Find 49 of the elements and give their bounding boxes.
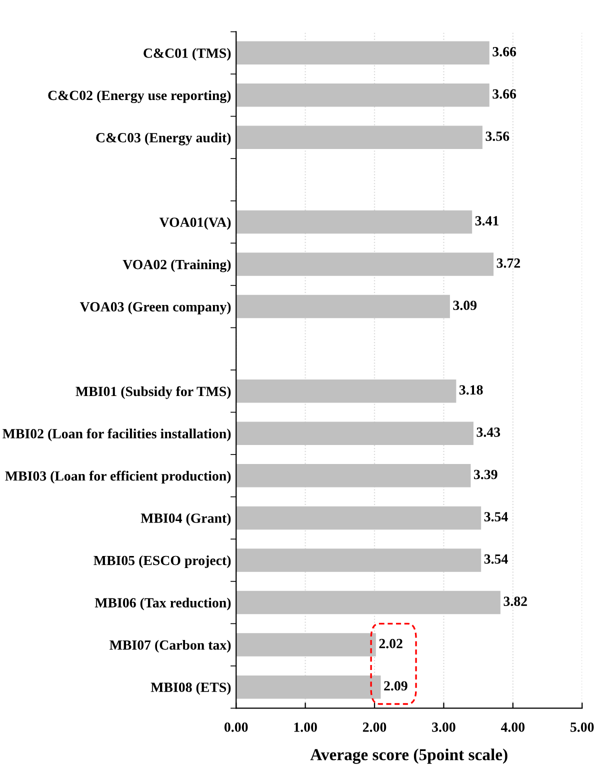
y-tick-label: MBI08 (ETS) [150, 682, 231, 695]
y-tick-label: MBI02 (Loan for facilities installation) [2, 428, 231, 442]
bar [236, 675, 381, 699]
data-label: 3.56 [486, 132, 510, 141]
x-tick-label: 0.00 [224, 722, 248, 732]
y-tick-label: MBI01 (Subsidy for TMS) [76, 386, 231, 399]
y-tick-label: C&C01 (TMS) [144, 48, 231, 61]
data-label: 3.18 [459, 385, 483, 395]
bar [236, 126, 482, 150]
bar [236, 464, 471, 488]
data-label: 3.43 [476, 428, 500, 437]
y-tick-label: C&C02 (Energy use reporting) [48, 90, 231, 104]
x-tick-label: 3.00 [432, 722, 456, 732]
bar [236, 548, 482, 572]
y-tick-label: VOA02 (Training) [122, 259, 231, 272]
data-label: 2.02 [379, 638, 402, 648]
data-label: 3.66 [492, 47, 516, 56]
bar [236, 590, 500, 614]
data-label: 3.39 [474, 470, 498, 480]
data-label: 3.09 [453, 300, 477, 310]
bar [236, 210, 472, 234]
bar [236, 294, 450, 318]
x-tick-label: 4.00 [500, 722, 525, 732]
bar [236, 41, 490, 64]
y-tick-label: C&C03 (Energy audit) [96, 132, 231, 146]
x-tick-label: 5.00 [570, 722, 594, 732]
data-label: 3.54 [484, 512, 508, 522]
bar [236, 633, 376, 656]
y-tick-label: MBI06 (Tax reduction) [94, 598, 231, 610]
y-tick-label: MBI07 (Carbon tax) [110, 640, 231, 653]
bar [236, 506, 482, 530]
bar [236, 379, 456, 403]
data-label: 3.66 [492, 89, 516, 99]
x-axis-title: Average score (5point scale) [310, 748, 508, 764]
data-label: 3.72 [496, 258, 520, 268]
data-label: 3.41 [475, 216, 498, 226]
bar [236, 84, 490, 107]
bar [236, 252, 494, 276]
data-label: 2.09 [384, 681, 408, 691]
y-tick-label: MBI05 (ESCO project) [94, 555, 231, 568]
y-tick-label: MBI03 (Loan for efficient production) [5, 470, 231, 484]
y-tick-label: VOA01(VA) [159, 217, 231, 230]
x-tick-label: 2.00 [362, 722, 386, 732]
bar [236, 422, 474, 446]
y-tick-label: MBI04 (Grant) [140, 513, 231, 526]
data-label: 3.82 [504, 596, 527, 606]
x-tick-label: 1.00 [294, 722, 317, 732]
y-tick-label: VOA03 (Green company) [80, 302, 231, 314]
data-label: 3.54 [484, 554, 508, 564]
